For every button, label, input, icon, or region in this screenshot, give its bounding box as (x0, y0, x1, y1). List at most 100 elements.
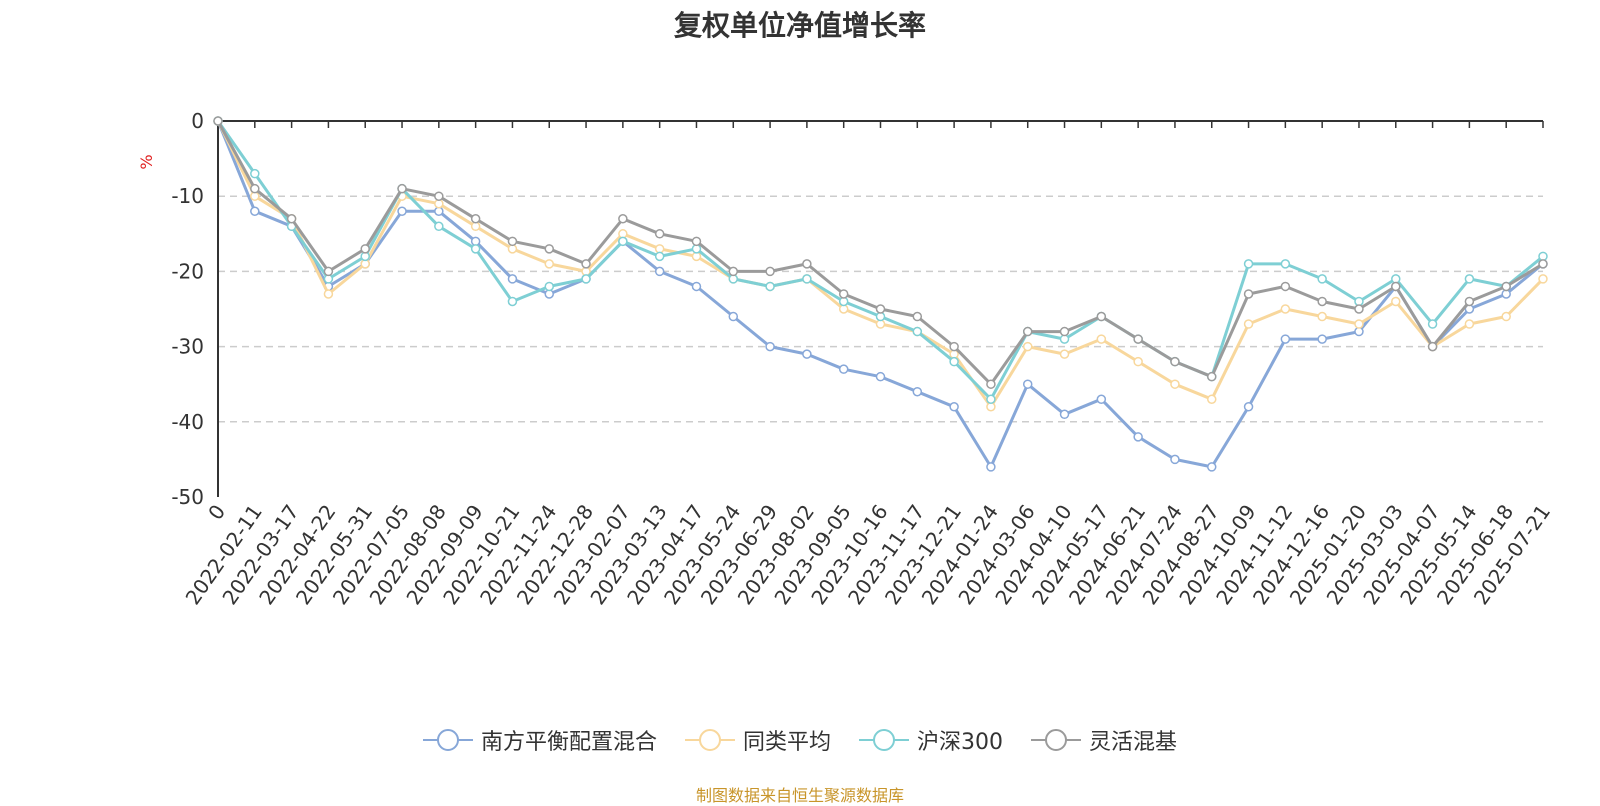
data-point[interactable] (1170, 454, 1180, 465)
data-point[interactable] (912, 311, 923, 322)
data-point[interactable] (1207, 394, 1217, 404)
data-point[interactable] (986, 379, 996, 389)
data-point[interactable] (250, 206, 260, 216)
data-point[interactable] (618, 236, 628, 247)
data-point[interactable] (1096, 394, 1107, 404)
data-point[interactable] (1427, 341, 1438, 352)
data-point[interactable] (1022, 326, 1033, 337)
data-point[interactable] (1317, 296, 1327, 307)
data-point[interactable] (1207, 371, 1217, 382)
data-point[interactable] (1133, 334, 1143, 344)
data-point[interactable] (323, 266, 334, 277)
data-point[interactable] (1391, 281, 1401, 292)
data-point[interactable] (765, 341, 775, 352)
data-point[interactable] (397, 206, 407, 216)
data-point[interactable] (986, 462, 996, 472)
data-point[interactable] (323, 289, 334, 299)
data-point[interactable] (544, 244, 554, 254)
data-point[interactable] (213, 116, 223, 126)
data-point[interactable] (1464, 274, 1475, 284)
data-point[interactable] (1427, 319, 1438, 329)
data-point[interactable] (1280, 259, 1291, 269)
data-point[interactable] (875, 371, 886, 382)
data-point[interactable] (802, 259, 812, 269)
data-point[interactable] (581, 259, 591, 269)
data-point[interactable] (1059, 349, 1070, 359)
legend-label: 同类平均 (742, 730, 831, 755)
data-point[interactable] (728, 311, 739, 322)
data-point[interactable] (1133, 356, 1143, 367)
data-point[interactable] (1501, 311, 1511, 322)
data-point[interactable] (912, 326, 923, 337)
data-point[interactable] (1096, 311, 1107, 322)
data-point[interactable] (691, 281, 702, 292)
data-point[interactable] (949, 402, 959, 412)
data-point[interactable] (912, 386, 923, 397)
data-point[interactable] (544, 281, 554, 292)
data-point[interactable] (1280, 281, 1291, 292)
data-point[interactable] (765, 266, 775, 277)
data-point[interactable] (1538, 274, 1548, 284)
data-point[interactable] (765, 281, 775, 292)
data-point[interactable] (1464, 296, 1475, 307)
data-point[interactable] (581, 274, 591, 284)
data-point[interactable] (654, 266, 665, 277)
legend-item-0[interactable]: 南方平衡配置混合 (422, 724, 657, 756)
data-point[interactable] (875, 304, 886, 314)
data-point[interactable] (470, 214, 481, 224)
data-point[interactable] (250, 168, 260, 179)
data-point[interactable] (1059, 409, 1070, 420)
data-point[interactable] (1243, 319, 1254, 329)
data-point[interactable] (470, 244, 481, 254)
data-point[interactable] (1280, 334, 1291, 344)
data-point[interactable] (691, 236, 702, 247)
data-point[interactable] (507, 236, 518, 247)
legend-label: 沪深300 (917, 730, 1003, 755)
data-point[interactable] (1170, 356, 1180, 367)
data-point[interactable] (1207, 462, 1217, 472)
data-point[interactable] (728, 266, 739, 277)
data-point[interactable] (507, 274, 518, 284)
data-point[interactable] (1464, 319, 1475, 329)
data-point[interactable] (1096, 334, 1107, 344)
data-point[interactable] (1133, 432, 1143, 442)
data-point[interactable] (1391, 296, 1401, 307)
data-point[interactable] (1317, 334, 1327, 344)
data-point[interactable] (507, 296, 518, 307)
data-point[interactable] (1243, 289, 1254, 299)
data-point[interactable] (838, 364, 849, 374)
data-point[interactable] (1022, 379, 1033, 389)
data-point[interactable] (654, 251, 665, 262)
data-point[interactable] (1022, 341, 1033, 352)
data-point[interactable] (360, 244, 370, 254)
data-point[interactable] (838, 289, 849, 299)
data-point[interactable] (544, 259, 554, 269)
data-point[interactable] (986, 394, 996, 404)
data-point[interactable] (1243, 259, 1254, 269)
data-point[interactable] (1354, 319, 1364, 329)
data-point[interactable] (949, 356, 959, 367)
data-point[interactable] (1317, 311, 1327, 322)
data-point[interactable] (949, 341, 959, 352)
data-point[interactable] (1354, 304, 1364, 314)
data-point[interactable] (1170, 379, 1180, 389)
data-point[interactable] (802, 349, 812, 359)
data-point[interactable] (434, 191, 444, 201)
data-point[interactable] (1280, 304, 1291, 314)
data-point[interactable] (1538, 259, 1548, 269)
legend-item-3[interactable]: 灵活混基 (1031, 724, 1177, 756)
data-point[interactable] (286, 214, 297, 224)
data-point[interactable] (1501, 281, 1511, 292)
data-point[interactable] (618, 214, 628, 224)
legend-item-2[interactable]: 沪深300 (859, 724, 1003, 756)
data-point[interactable] (397, 183, 407, 194)
data-point[interactable] (802, 274, 812, 284)
data-point[interactable] (250, 183, 260, 194)
data-point[interactable] (434, 221, 444, 232)
data-point[interactable] (1317, 274, 1327, 284)
data-point[interactable] (1059, 326, 1070, 337)
data-point[interactable] (654, 229, 665, 239)
legend-item-1[interactable]: 同类平均 (684, 724, 831, 756)
data-point[interactable] (1243, 402, 1254, 412)
